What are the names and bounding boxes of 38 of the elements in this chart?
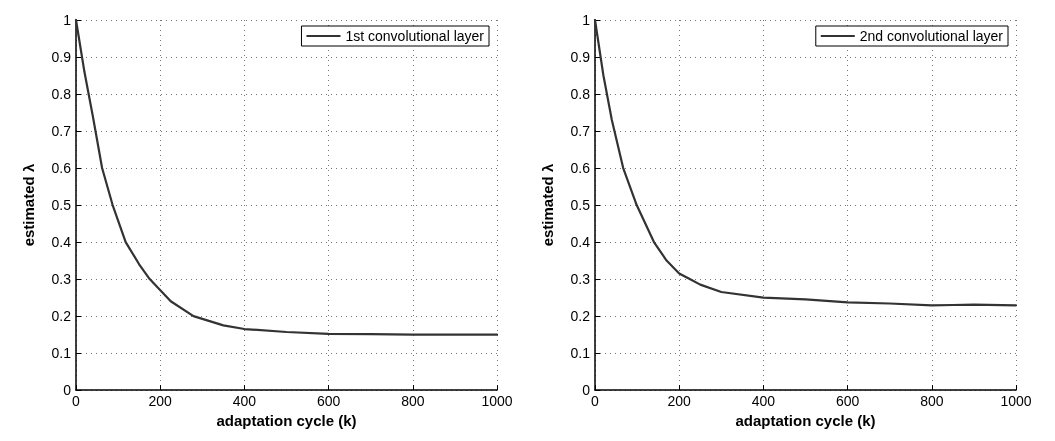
x-tick-label: 600 bbox=[835, 393, 860, 410]
legend-label: 1st convolutional layer bbox=[345, 28, 485, 44]
y-tick-label: 0.3 bbox=[570, 271, 591, 288]
x-tick-label: 400 bbox=[751, 393, 776, 410]
y-tick-label: 0 bbox=[582, 382, 591, 399]
legend-label: 2nd convolutional layer bbox=[859, 28, 1004, 44]
y-tick-label: 0.7 bbox=[51, 123, 72, 140]
y-tick-label: 1 bbox=[63, 12, 72, 28]
x-tick-label: 800 bbox=[401, 393, 425, 410]
y-tick-label: 0.4 bbox=[570, 234, 591, 251]
x-axis-title: adaptation cycle (k) bbox=[735, 412, 876, 429]
x-tick-label: 200 bbox=[148, 393, 173, 410]
y-tick-label: 0.2 bbox=[570, 308, 591, 325]
x-tick-label: 400 bbox=[232, 393, 257, 410]
x-tick-label: 1000 bbox=[1000, 393, 1032, 410]
y-tick-label: 0.3 bbox=[51, 271, 72, 288]
y-tick-label: 0 bbox=[63, 382, 72, 399]
y-tick-label: 0.8 bbox=[51, 86, 72, 103]
y-tick-label: 0.9 bbox=[51, 49, 72, 66]
y-tick-label: 0.1 bbox=[570, 345, 591, 362]
x-tick-label: 1000 bbox=[481, 393, 513, 410]
y-tick-label: 0.8 bbox=[570, 86, 591, 103]
y-tick-label: 0.6 bbox=[570, 160, 591, 177]
y-tick-label: 0.6 bbox=[51, 160, 72, 177]
x-axis-title: adaptation cycle (k) bbox=[216, 412, 357, 429]
y-tick-label: 0.9 bbox=[570, 49, 591, 66]
x-tick-label: 600 bbox=[316, 393, 341, 410]
y-axis-title: estimated λ bbox=[539, 163, 556, 247]
x-tick-label: 200 bbox=[667, 393, 692, 410]
x-tick-label: 800 bbox=[920, 393, 944, 410]
y-tick-label: 0.1 bbox=[51, 345, 72, 362]
y-tick-label: 0.5 bbox=[51, 197, 72, 214]
y-tick-label: 0.4 bbox=[51, 234, 72, 251]
y-axis-title: estimated λ bbox=[20, 163, 37, 247]
y-tick-label: 0.2 bbox=[51, 308, 72, 325]
y-tick-label: 0.7 bbox=[570, 123, 591, 140]
y-tick-label: 0.5 bbox=[570, 197, 591, 214]
y-tick-label: 1 bbox=[582, 12, 591, 28]
